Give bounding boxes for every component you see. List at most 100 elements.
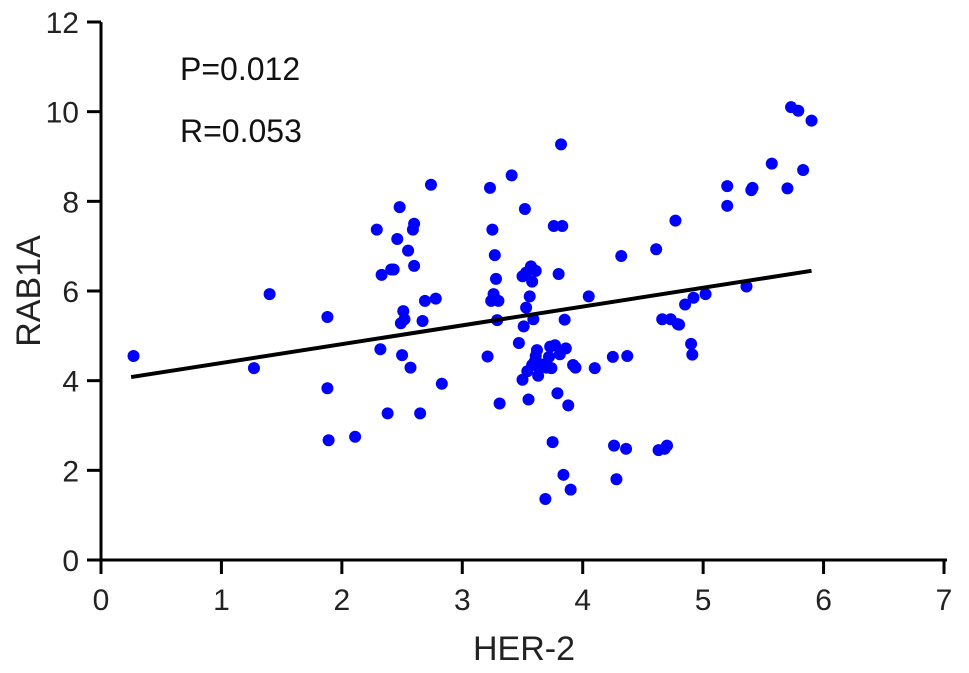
data-point [393, 201, 406, 214]
r-value-annotation: R=0.053 [180, 113, 302, 149]
data-point [483, 181, 496, 194]
data-point [610, 473, 623, 486]
data-point [615, 250, 628, 263]
y-tick-label: 0 [62, 545, 79, 578]
data-point [322, 434, 335, 447]
x-tick-label: 7 [936, 584, 953, 617]
data-point [387, 263, 400, 276]
x-tick-label: 6 [815, 584, 832, 617]
data-point [520, 301, 533, 314]
data-point [321, 382, 334, 395]
data-point [559, 342, 572, 355]
data-point [588, 362, 601, 375]
data-point [685, 337, 698, 350]
data-point [526, 275, 539, 288]
data-point [792, 104, 805, 117]
data-points [127, 101, 818, 506]
data-point [545, 362, 558, 375]
data-point [435, 377, 448, 390]
data-point [687, 291, 700, 304]
data-point [488, 249, 501, 262]
x-tick-label: 0 [93, 584, 110, 617]
data-point [699, 288, 712, 301]
data-point [805, 114, 818, 127]
data-point [606, 350, 619, 363]
x-tick-label: 1 [213, 584, 230, 617]
data-point [486, 223, 499, 236]
data-point [517, 320, 530, 333]
data-point [127, 350, 140, 363]
x-tick-label: 5 [695, 584, 712, 617]
data-point [481, 350, 494, 363]
data-point [490, 272, 503, 285]
data-point [608, 439, 621, 452]
x-tick-label: 2 [334, 584, 351, 617]
data-point [656, 313, 669, 326]
data-point [740, 280, 753, 293]
data-point [349, 430, 362, 443]
data-point [370, 223, 383, 236]
data-point [522, 393, 535, 406]
data-point [569, 361, 582, 374]
y-axis-title: RAB1A [10, 235, 48, 347]
data-point [551, 387, 564, 400]
data-point [404, 361, 417, 374]
data-point [582, 290, 595, 303]
data-point [414, 407, 427, 420]
axes [99, 22, 947, 562]
data-point [381, 407, 394, 420]
data-point [398, 313, 411, 326]
data-point [555, 138, 568, 151]
data-point [523, 290, 536, 303]
data-point [552, 267, 565, 280]
data-point [721, 199, 734, 212]
data-point [391, 232, 404, 245]
data-point [673, 318, 686, 331]
data-point [321, 311, 334, 324]
data-point [797, 163, 810, 176]
data-point [408, 217, 421, 230]
y-tick-label: 10 [46, 97, 79, 130]
data-point [557, 468, 570, 481]
data-point [416, 315, 429, 328]
data-point [518, 202, 531, 215]
data-point [429, 292, 442, 305]
x-tick-label: 4 [574, 584, 591, 617]
data-point [529, 264, 542, 277]
data-point [374, 343, 387, 356]
data-point [247, 362, 260, 375]
data-point [556, 219, 569, 232]
data-point [375, 268, 388, 281]
x-axis-title: HER-2 [473, 630, 575, 668]
data-point [721, 180, 734, 193]
data-point [408, 259, 421, 272]
data-point [512, 337, 525, 350]
data-point [669, 214, 682, 227]
data-point [621, 350, 634, 363]
data-point [562, 399, 575, 412]
data-point [686, 348, 699, 361]
p-value-annotation: P=0.012 [180, 51, 300, 87]
data-point [661, 439, 674, 452]
data-point [542, 350, 555, 363]
data-point [396, 349, 409, 362]
data-point [620, 442, 633, 455]
data-point [539, 493, 552, 506]
x-tick-label: 3 [454, 584, 471, 617]
trend-line [130, 268, 812, 380]
data-point [781, 182, 794, 195]
data-point [530, 344, 543, 357]
data-point [547, 219, 560, 232]
data-point [650, 243, 663, 256]
data-point [549, 339, 562, 352]
data-point [493, 397, 506, 410]
ticks [87, 20, 946, 574]
data-point [558, 313, 571, 326]
y-tick-label: 12 [46, 7, 79, 40]
data-point [505, 169, 518, 182]
y-tick-label: 2 [62, 455, 79, 488]
y-tick-label: 8 [62, 186, 79, 219]
data-point [765, 157, 778, 170]
